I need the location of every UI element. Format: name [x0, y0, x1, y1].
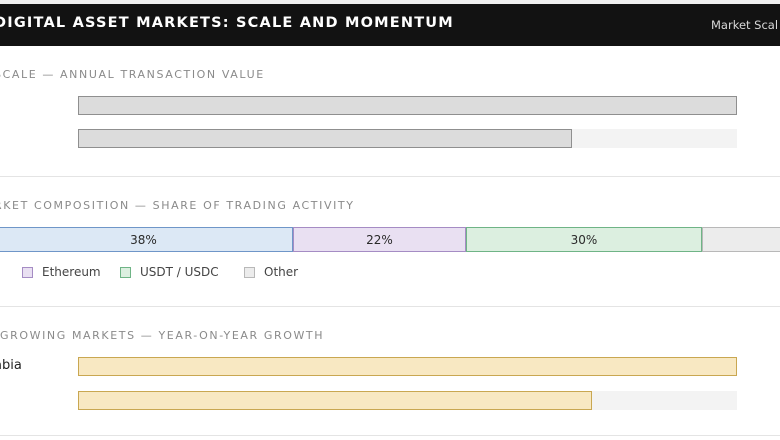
section-divider — [0, 306, 780, 307]
header-tag: Market Scal — [711, 18, 779, 32]
legend-swatch — [244, 266, 255, 278]
stack-segment: 30% — [466, 227, 702, 252]
bar-track — [78, 96, 737, 115]
legend-swatch — [120, 266, 131, 278]
section-divider — [0, 435, 780, 436]
stack-segment — [702, 227, 780, 252]
legend-label: Other — [264, 265, 299, 279]
bar — [78, 391, 593, 410]
stack-segment: 22% — [293, 227, 466, 252]
bar-track — [78, 129, 737, 148]
legend-label: Ethereum — [42, 265, 101, 279]
composition-section-title: RKET COMPOSITION — SHARE OF TRADING ACTI… — [0, 199, 355, 212]
legend-item: USDT / USDC — [120, 265, 219, 279]
segment-value-label: 22% — [366, 232, 393, 247]
bar — [78, 96, 737, 115]
stack-segment: 38% — [0, 227, 293, 252]
segment-value-label: 38% — [130, 232, 157, 247]
legend-item: Ethereum — [22, 265, 101, 279]
bar-track — [78, 391, 737, 410]
page-title: DIGITAL ASSET MARKETS: SCALE AND MOMENTU… — [0, 15, 454, 31]
chart-card: DIGITAL ASSET MARKETS: SCALE AND MOMENTU… — [0, 4, 780, 440]
bar-category-label: abia — [0, 358, 22, 373]
legend-label: USDT / USDC — [140, 265, 219, 279]
bar-track — [78, 357, 737, 376]
composition-stacked-bar: 38% 22% 30% — [0, 227, 780, 252]
legend-swatch — [22, 266, 33, 278]
scale-section-title: SCALE — ANNUAL TRANSACTION VALUE — [0, 68, 265, 81]
legend-item: Other — [244, 265, 298, 279]
growth-section-title: -GROWING MARKETS — YEAR-ON-YEAR GROWTH — [0, 329, 325, 342]
bar — [78, 357, 737, 376]
bar — [78, 129, 573, 148]
section-divider — [0, 176, 780, 177]
header-bar: DIGITAL ASSET MARKETS: SCALE AND MOMENTU… — [0, 4, 780, 46]
segment-value-label: 30% — [570, 232, 598, 247]
